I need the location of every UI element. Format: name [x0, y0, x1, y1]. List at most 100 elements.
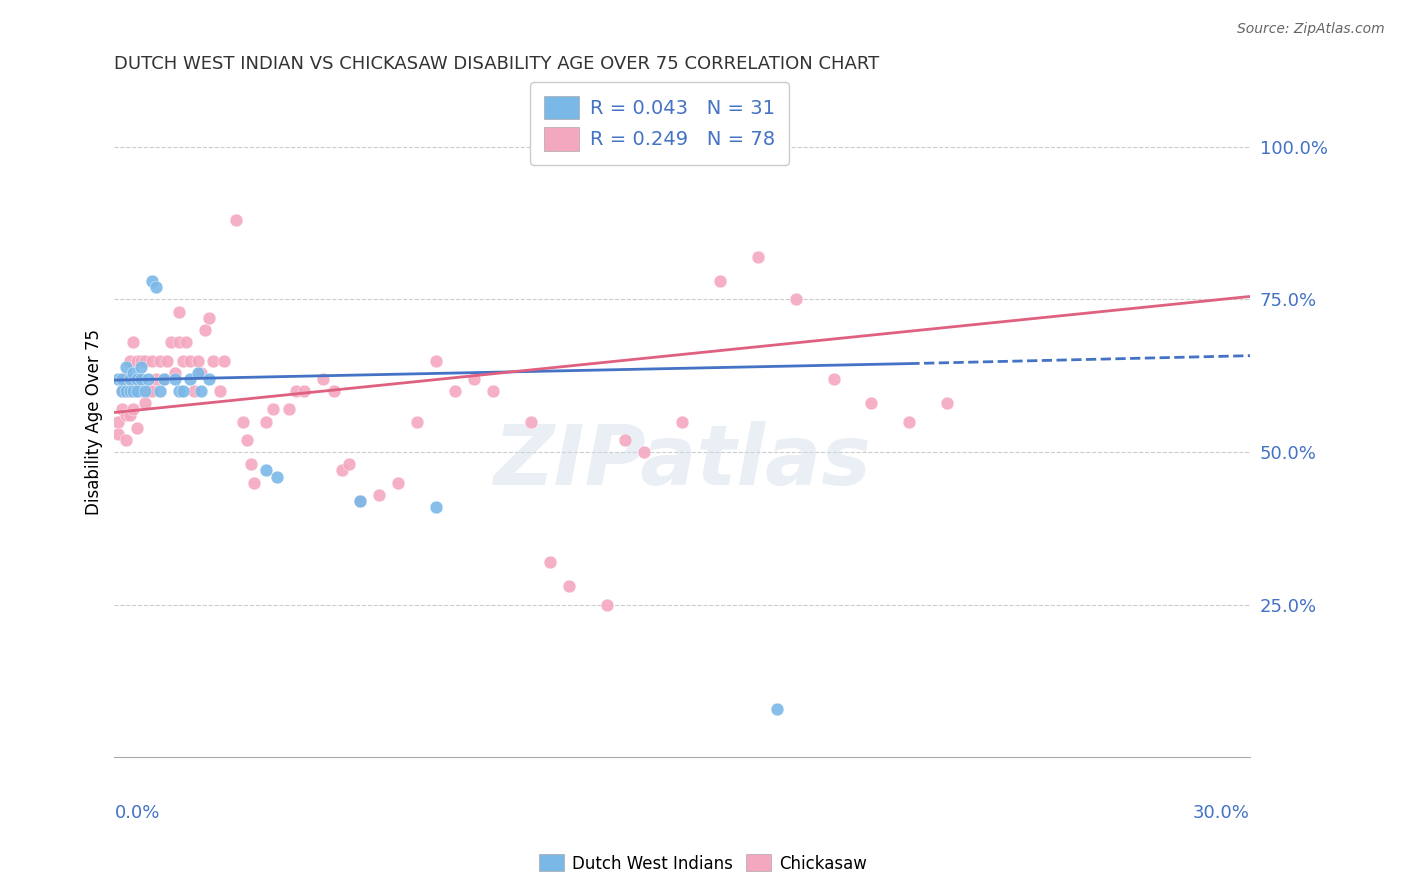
Point — [114, 372, 136, 386]
Point — [406, 415, 429, 429]
Point — [311, 372, 333, 386]
Point — [141, 274, 163, 288]
Point — [152, 372, 174, 386]
Point — [114, 384, 136, 398]
Point — [671, 415, 693, 429]
Point — [349, 494, 371, 508]
Point — [122, 366, 145, 380]
Point — [463, 372, 485, 386]
Point — [111, 402, 134, 417]
Point — [160, 335, 183, 350]
Point — [141, 384, 163, 398]
Point — [557, 579, 579, 593]
Point — [323, 384, 346, 398]
Point — [152, 372, 174, 386]
Legend: Dutch West Indians, Chickasaw: Dutch West Indians, Chickasaw — [531, 847, 875, 880]
Point — [122, 402, 145, 417]
Point — [156, 353, 179, 368]
Point — [107, 415, 129, 429]
Point — [785, 293, 807, 307]
Point — [111, 384, 134, 398]
Point — [141, 353, 163, 368]
Point — [337, 458, 360, 472]
Point — [129, 353, 152, 368]
Point — [482, 384, 505, 398]
Point — [330, 463, 353, 477]
Point — [127, 353, 149, 368]
Text: Source: ZipAtlas.com: Source: ZipAtlas.com — [1237, 22, 1385, 37]
Point — [183, 384, 205, 398]
Point — [179, 372, 201, 386]
Point — [172, 353, 194, 368]
Point — [138, 372, 160, 386]
Point — [163, 366, 186, 380]
Point — [201, 353, 224, 368]
Point — [111, 372, 134, 386]
Point — [118, 384, 141, 398]
Point — [538, 555, 561, 569]
Point — [266, 469, 288, 483]
Point — [285, 384, 308, 398]
Point — [129, 384, 152, 398]
Point — [425, 353, 447, 368]
Point — [187, 353, 209, 368]
Point — [122, 384, 145, 398]
Point — [127, 384, 149, 398]
Point — [129, 372, 152, 386]
Point — [368, 488, 391, 502]
Point — [190, 384, 212, 398]
Point — [149, 353, 172, 368]
Point — [243, 475, 266, 490]
Point — [198, 372, 221, 386]
Point — [292, 384, 315, 398]
Point — [232, 415, 254, 429]
Point — [118, 384, 141, 398]
Point — [212, 353, 235, 368]
Point — [114, 409, 136, 423]
Point — [149, 384, 172, 398]
Point — [167, 384, 190, 398]
Point — [898, 415, 921, 429]
Point — [239, 458, 262, 472]
Point — [860, 396, 883, 410]
Point — [127, 420, 149, 434]
Point — [118, 409, 141, 423]
Point — [145, 372, 167, 386]
Point — [122, 372, 145, 386]
Point — [138, 384, 160, 398]
Point — [387, 475, 409, 490]
Point — [122, 335, 145, 350]
Legend: R = 0.043   N = 31, R = 0.249   N = 78: R = 0.043 N = 31, R = 0.249 N = 78 — [530, 82, 789, 164]
Point — [349, 494, 371, 508]
Point — [134, 396, 156, 410]
Y-axis label: Disability Age Over 75: Disability Age Over 75 — [86, 328, 103, 515]
Point — [107, 426, 129, 441]
Point — [936, 396, 959, 410]
Point — [425, 500, 447, 514]
Point — [179, 353, 201, 368]
Point — [107, 372, 129, 386]
Point — [198, 310, 221, 325]
Text: DUTCH WEST INDIAN VS CHICKASAW DISABILITY AGE OVER 75 CORRELATION CHART: DUTCH WEST INDIAN VS CHICKASAW DISABILIT… — [114, 55, 880, 73]
Point — [187, 366, 209, 380]
Point — [114, 433, 136, 447]
Text: 0.0%: 0.0% — [114, 805, 160, 822]
Point — [167, 335, 190, 350]
Point — [127, 372, 149, 386]
Point — [111, 384, 134, 398]
Point — [134, 353, 156, 368]
Point — [114, 359, 136, 374]
Point — [176, 335, 198, 350]
Point — [118, 353, 141, 368]
Point — [277, 402, 299, 417]
Text: ZIPatlas: ZIPatlas — [494, 421, 872, 502]
Point — [595, 598, 617, 612]
Point — [145, 280, 167, 294]
Point — [236, 433, 259, 447]
Point — [747, 250, 769, 264]
Point — [254, 463, 277, 477]
Point — [167, 304, 190, 318]
Point — [633, 445, 655, 459]
Point — [766, 701, 789, 715]
Point — [225, 213, 247, 227]
